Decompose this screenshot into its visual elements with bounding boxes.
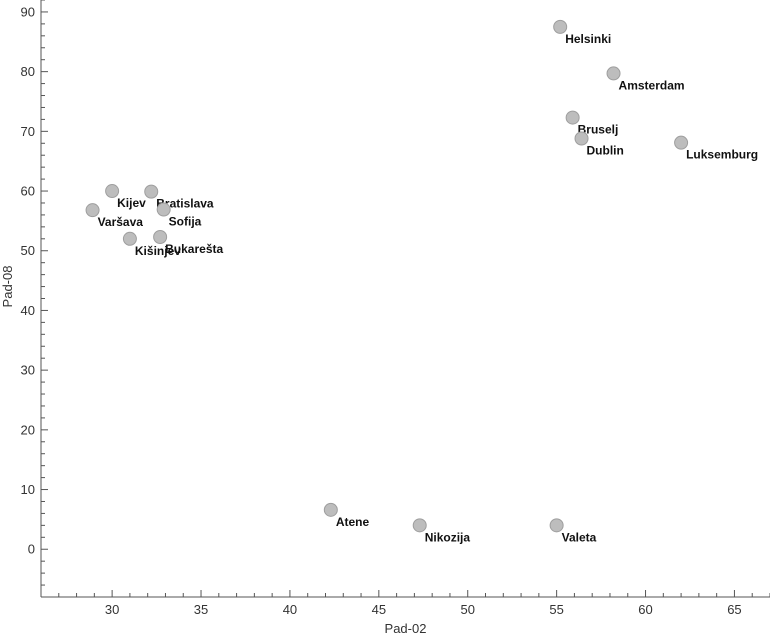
y-tick-label: 50 (21, 243, 35, 258)
data-point (549, 518, 564, 533)
data-point (323, 502, 338, 517)
y-tick-label: 30 (21, 363, 35, 378)
x-tick-label: 40 (283, 602, 297, 617)
data-point (153, 230, 168, 245)
x-tick-label: 65 (727, 602, 741, 617)
x-tick-label: 55 (549, 602, 563, 617)
point-label: Dublin (587, 144, 624, 158)
data-point (144, 184, 159, 199)
point-label: Atene (336, 515, 370, 529)
x-tick-label: 50 (460, 602, 474, 617)
x-tick-label: 45 (372, 602, 386, 617)
x-tick-label: 35 (194, 602, 208, 617)
data-point (122, 231, 137, 246)
x-tick-label: 60 (638, 602, 652, 617)
point-label: Sofija (169, 215, 202, 229)
data-point (674, 135, 689, 150)
data-point (156, 202, 171, 217)
y-tick-label: 60 (21, 184, 35, 199)
point-label: Varšava (98, 215, 144, 229)
y-tick-label: 0 (28, 542, 35, 557)
data-point (606, 66, 621, 81)
y-tick-label: 40 (21, 303, 35, 318)
x-axis-title: Pad-02 (385, 621, 427, 636)
point-label: Kijev (117, 196, 146, 210)
point-label: Amsterdam (619, 78, 685, 92)
point-label: Nikozija (425, 530, 471, 544)
point-label: Helsinki (565, 32, 611, 46)
y-tick-label: 90 (21, 4, 35, 19)
data-point (85, 203, 100, 218)
y-tick-label: 10 (21, 482, 35, 497)
y-tick-label: 20 (21, 422, 35, 437)
point-label: Luksemburg (686, 148, 758, 162)
y-tick-label: 70 (21, 124, 35, 139)
point-label: Bratislava (156, 197, 214, 211)
y-axis-title: Pad-08 (0, 266, 15, 308)
y-tick-label: 80 (21, 64, 35, 79)
point-label: Valeta (562, 530, 597, 544)
data-points: Helsinki Amsterdam Bruselj Dublin Luksemburg… (85, 19, 758, 544)
data-point (105, 184, 120, 199)
y-axis: 0 10 20 30 40 50 60 70 80 90 (21, 0, 48, 598)
data-point (574, 131, 589, 146)
x-axis: 30 35 40 45 50 55 60 65 (40, 590, 770, 617)
data-point (412, 518, 427, 533)
point-label: Bukarešta (165, 242, 223, 256)
point-label: Bruselj (578, 123, 619, 137)
point-label: Kišinjev (135, 244, 181, 258)
data-point (553, 19, 568, 34)
x-tick-label: 30 (105, 602, 119, 617)
data-point (565, 110, 580, 125)
